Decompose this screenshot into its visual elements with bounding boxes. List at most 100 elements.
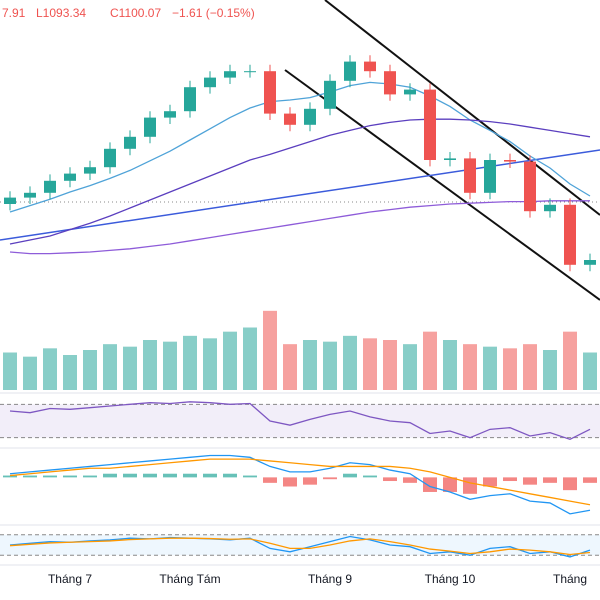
candle-body [204, 77, 216, 88]
volume-bar [23, 356, 37, 390]
macd-histogram [123, 473, 137, 478]
candle-body [344, 61, 356, 81]
candle-body [184, 87, 196, 112]
x-tick-label: Tháng 9 [308, 572, 352, 586]
x-tick-label: Tháng [553, 572, 587, 586]
candle-body [144, 117, 156, 137]
x-tick-label: Tháng Tám [159, 572, 220, 586]
volume-bar [103, 344, 117, 390]
band-fill [0, 404, 600, 438]
volume-bar [283, 344, 297, 390]
macd-histogram [583, 477, 597, 483]
stoch-d [9, 537, 591, 556]
volume-bar [583, 352, 597, 390]
volume-bar [143, 340, 157, 390]
candle-body [44, 180, 56, 193]
volume-bar [403, 344, 417, 390]
macd-histogram [543, 477, 557, 483]
macd-histogram [443, 477, 457, 492]
volume-bar [463, 344, 477, 390]
x-tick-label: Tháng 10 [425, 572, 476, 586]
macd-histogram [383, 477, 397, 482]
volume-bar [203, 338, 217, 390]
candle-body [104, 148, 116, 168]
macd-histogram [283, 477, 297, 487]
candle-body [484, 160, 496, 193]
candle-body [404, 89, 416, 95]
volume-bar [523, 344, 537, 390]
stoch-k [9, 535, 591, 558]
macd-histogram [483, 477, 497, 487]
candle-body [584, 260, 596, 265]
macd-histogram [503, 477, 517, 482]
candle-body [324, 80, 336, 109]
moving-average [9, 200, 590, 255]
macd-histogram [363, 475, 377, 478]
macd-histogram [223, 473, 237, 478]
volume-bar [483, 346, 497, 390]
candle-body [124, 136, 136, 149]
candle-body [504, 160, 516, 162]
candle-body [284, 113, 296, 125]
macd-histogram [203, 473, 217, 478]
candle-body [524, 161, 536, 212]
moving-average [9, 81, 591, 213]
moving-average [9, 118, 591, 245]
candle-body [64, 173, 76, 181]
macd-histogram [323, 477, 337, 480]
candle-body [264, 71, 276, 114]
volume-bar [263, 310, 277, 390]
volume-bar [83, 350, 97, 390]
candle-body [304, 108, 316, 125]
candle-body [384, 71, 396, 95]
macd-histogram [263, 477, 277, 483]
trend-line [324, 0, 600, 216]
volume-bar [183, 335, 197, 390]
volume-bar [63, 355, 77, 390]
macd-histogram [563, 477, 577, 491]
header-change: −1.61 (−0.15%) [172, 6, 255, 20]
candle-body [464, 158, 476, 193]
volume-bar [383, 340, 397, 390]
macd-histogram [83, 475, 97, 478]
band-fill [0, 534, 600, 556]
header: 7.91 L1093.34 C1100.07 −1.61 (−0.15%) [2, 6, 255, 20]
macd-histogram [523, 477, 537, 485]
macd-histogram [463, 477, 477, 494]
candle-body [164, 111, 176, 118]
macd-histogram [143, 473, 157, 478]
volume-bar [3, 352, 17, 390]
trend-line [284, 69, 600, 301]
volume-bar [303, 340, 317, 390]
volume-bar [343, 335, 357, 390]
candle-body [564, 204, 576, 265]
macd-histogram [423, 477, 437, 492]
macd-histogram [343, 473, 357, 478]
macd-histogram [243, 475, 257, 478]
rsi-line [9, 401, 591, 441]
candle-body [224, 71, 236, 78]
volume-bar [543, 350, 557, 390]
macd-histogram [303, 477, 317, 485]
candle-body [24, 192, 36, 198]
candle-body [544, 204, 556, 212]
volume-bar [243, 327, 257, 390]
volume-bar [443, 340, 457, 390]
volume-bar [503, 348, 517, 390]
volume-bar [363, 338, 377, 390]
macd-histogram [103, 473, 117, 478]
header-high: 7.91 [2, 6, 26, 20]
candle-body [424, 89, 436, 160]
macd-histogram [403, 477, 417, 483]
volume-bar [123, 346, 137, 390]
volume-bar [163, 341, 177, 390]
header-low: L1093.34 [36, 6, 86, 20]
candle-body [444, 158, 456, 160]
volume-bar [563, 331, 577, 390]
macd-histogram [163, 473, 177, 478]
candle-body [244, 71, 256, 73]
macd-signal [9, 458, 591, 506]
macd-histogram [183, 473, 197, 478]
